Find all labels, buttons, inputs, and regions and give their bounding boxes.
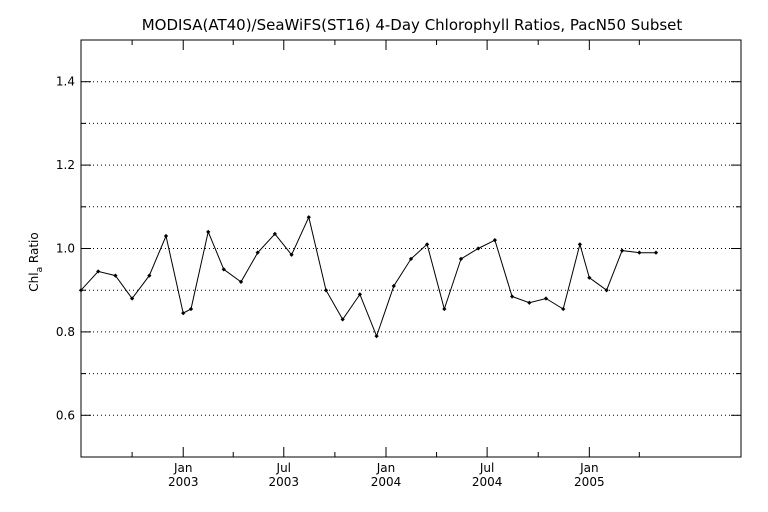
y-axis-label: Chla Ratio: [27, 232, 45, 291]
data-point: [637, 250, 642, 255]
x-tick-label-year: 2003: [269, 475, 300, 489]
data-point: [561, 306, 566, 312]
x-tick-label-year: 2005: [574, 475, 605, 489]
axis-ticks: [81, 40, 741, 457]
y-tick-label: 1.2: [56, 158, 75, 172]
data-point: [619, 248, 625, 253]
data-point: [458, 256, 464, 262]
data-point: [374, 333, 379, 339]
data-point: [129, 296, 135, 301]
data-point: [289, 252, 294, 257]
data-point: [509, 294, 515, 299]
data-point: [492, 238, 498, 243]
x-tick-label-month: Jan: [173, 461, 193, 475]
x-tick-label-month: Jan: [376, 461, 396, 475]
x-tick-label-month: Jul: [479, 461, 494, 475]
y-tick-label: 1.4: [56, 75, 75, 89]
data-point: [653, 250, 659, 255]
data-point: [527, 300, 532, 305]
x-tick-label-year: 2003: [168, 475, 199, 489]
y-axis-label-rest: Ratio: [27, 232, 41, 267]
data-point: [604, 288, 609, 293]
x-tick-label-year: 2004: [371, 475, 402, 489]
x-tick-label-month: Jul: [276, 461, 291, 475]
x-tick-label-month: Jan: [579, 461, 599, 475]
data-point: [255, 250, 260, 255]
data-point: [357, 292, 363, 297]
data-point: [340, 317, 345, 322]
data-point: [206, 229, 211, 234]
data-point: [181, 311, 186, 316]
data-point: [323, 288, 329, 293]
y-tick-label: 0.6: [56, 408, 75, 422]
series-line: [80, 215, 656, 338]
chart-title: MODISA(AT40)/SeaWiFS(ST16) 4-Day Chlorop…: [142, 16, 683, 34]
data-point: [391, 283, 396, 289]
data-point: [408, 256, 414, 262]
plot-frame: [80, 39, 742, 458]
y-axis-label-main: Chl: [27, 272, 41, 291]
y-tick-label: 1.0: [56, 242, 75, 256]
data-point: [543, 296, 549, 301]
data-points: [78, 215, 659, 339]
tick-labels: 0.60.81.01.21.4Jan2003Jul2003Jan2004Jul2…: [56, 75, 605, 489]
data-point: [163, 233, 169, 239]
data-point: [238, 279, 244, 284]
data-point: [587, 275, 592, 280]
data-point: [424, 242, 430, 247]
gridlines: [81, 81, 741, 416]
data-point: [577, 242, 583, 247]
x-tick-label-year: 2004: [472, 475, 503, 489]
data-point: [442, 306, 447, 312]
data-point: [188, 306, 194, 312]
y-axis-label-subscript: a: [35, 267, 45, 273]
data-point: [147, 273, 152, 278]
y-tick-label: 0.8: [56, 325, 75, 339]
data-point: [272, 231, 278, 237]
data-point: [476, 246, 481, 251]
data-point: [306, 215, 311, 220]
data-point: [221, 267, 226, 272]
